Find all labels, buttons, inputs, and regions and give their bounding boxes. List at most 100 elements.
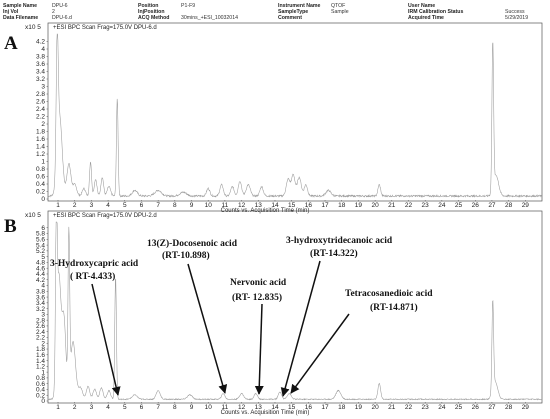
x-tick-label: 14 [271, 202, 279, 209]
annotation-name: 3-hydroxytridecanoic acid [286, 236, 393, 246]
x-tick-label: 18 [338, 202, 346, 209]
annotation-arrow [254, 303, 264, 395]
header-value-acq-method: 30mins_+ESI_10032014 [181, 15, 238, 21]
x-tick-label: 9 [190, 404, 194, 411]
y-tick-label: 6 [41, 225, 45, 232]
x-tick-label: 22 [405, 404, 413, 411]
y-tick-label: 0.8 [36, 166, 45, 173]
y-tick-label: 2.4 [36, 106, 45, 113]
y-axis-b: 00.20.40.60.811.21.41.61.822.22.42.62.83… [36, 225, 48, 405]
x-tick-label: 19 [355, 202, 363, 209]
annotation-arrow [91, 283, 121, 396]
x-tick-label: 20 [371, 404, 379, 411]
y-tick-label: 0.2 [36, 189, 45, 196]
annotation-rt: (RT-14.871) [370, 302, 418, 313]
annotation-3-hydroxytridecanoic-acid: 3-hydroxytridecanoic acid (RT-14.322) [280, 236, 393, 397]
x-tick-label: 28 [505, 404, 513, 411]
y-tick-label: 1.2 [36, 364, 45, 371]
y-tick-label: 3.2 [36, 306, 45, 313]
x-axis-label-b: Counts vs. Acquisition Time (min) [221, 410, 310, 416]
x-tick-label: 15 [288, 202, 296, 209]
x-tick-label: 29 [522, 404, 530, 411]
y-tick-label: 4.2 [36, 277, 45, 284]
x-tick-label: 5 [123, 202, 127, 209]
y-tick-label: 4.4 [36, 271, 45, 278]
x-tick-label: 17 [321, 404, 329, 411]
y-tick-label: 4 [41, 46, 45, 53]
y-tick-label: 2.6 [36, 99, 45, 106]
y-tick-label: 0.2 [36, 392, 45, 399]
x-tick-label: 13 [255, 202, 263, 209]
header-value-instrument-name: QTOF [331, 3, 345, 9]
x-tick-label: 11 [222, 404, 229, 411]
y-tick-label: 4.8 [36, 260, 45, 267]
x-tick-label: 21 [388, 404, 396, 411]
y-tick-label: 4.2 [36, 39, 45, 46]
annotation-arrow [280, 260, 321, 397]
y-axis-a: 00.20.40.60.811.21.41.61.822.22.42.62.83… [36, 39, 48, 203]
annotation-rt: ( RT-4.433) [70, 271, 115, 282]
x-tick-label: 10 [205, 202, 213, 209]
y-tick-label: 2.6 [36, 323, 45, 330]
x-tick-label: 26 [472, 404, 480, 411]
y-tick-label: 4 [41, 283, 45, 290]
plot-frame-a [47, 22, 543, 202]
x-tick-label: 16 [305, 404, 313, 411]
y-multiplier-b: x10 5 [25, 212, 41, 219]
header-label-sample-name: Sample Name [3, 3, 37, 9]
header-label-position: Position [138, 3, 158, 9]
x-tick-label: 28 [505, 202, 513, 209]
y-tick-label: 0.4 [36, 387, 45, 394]
x-tick-label: 23 [422, 404, 430, 411]
x-tick-label: 1 [56, 404, 60, 411]
header-value-sample-type: Sample [331, 9, 349, 15]
header-label-inj-position: InjPosition [138, 9, 165, 15]
x-axis-b: 1 2 3 4 5 6 7 8 9 10 11 12 13 14 15 16 17 18 19 20 21 22 23 24 2… [56, 402, 529, 411]
header-value-irm-calibration-status: Success [505, 9, 525, 15]
y-tick-label: 0.6 [36, 381, 45, 388]
x-tick-label: 20 [371, 202, 379, 209]
x-tick-label: 2 [73, 202, 77, 209]
annotation-rt: (RT- 12.835) [232, 292, 282, 303]
x-tick-label: 23 [422, 202, 430, 209]
y-tick-label: 1.4 [36, 358, 45, 365]
y-tick-label: 3.8 [36, 54, 45, 61]
plot-frame-b [47, 210, 543, 404]
y-multiplier-a: x10 5 [25, 24, 41, 31]
x-tick-label: 25 [455, 202, 463, 209]
y-tick-label: 2.2 [36, 335, 45, 342]
header-label-irm-calibration-status: IRM Calibration Status [408, 9, 463, 15]
y-tick-label: 5.8 [36, 231, 45, 238]
x-tick-label: 6 [140, 202, 144, 209]
header-label-user-name: User Name [408, 3, 435, 9]
y-tick-label: 1 [41, 159, 45, 166]
header-value-position: P1-F9 [181, 3, 195, 9]
y-tick-label: 3.2 [36, 76, 45, 83]
annotation-name: 3-Hydroxycapric acid [50, 259, 139, 269]
y-tick-label: 2.8 [36, 91, 45, 98]
x-tick-label: 26 [472, 202, 480, 209]
y-tick-label: 2 [41, 340, 45, 347]
x-tick-label: 12 [238, 404, 246, 411]
y-tick-label: 3.4 [36, 69, 45, 76]
x-tick-label: 12 [238, 202, 246, 209]
x-tick-label: 27 [488, 404, 496, 411]
annotation-name: Nervonic acid [230, 278, 287, 288]
y-tick-label: 0.6 [36, 174, 45, 181]
x-tick-label: 13 [255, 404, 263, 411]
x-tick-label: 27 [488, 202, 496, 209]
chromatogram-panel-b: B x10 5 +ESI BPC Scan Frag=175.0V DPU-2.… [4, 210, 543, 416]
header-label-sample-type: SampleType [278, 9, 308, 15]
header-value-data-filename: DPU-6.d [52, 15, 72, 21]
annotation-arrow [187, 263, 228, 394]
x-tick-label: 10 [205, 404, 213, 411]
x-tick-label: 7 [156, 404, 160, 411]
header-label-inj-vol: Inj Vol [3, 9, 19, 15]
x-tick-label: 24 [438, 404, 446, 411]
header-label-comment: Comment [278, 15, 302, 21]
x-tick-label: 3 [90, 202, 94, 209]
y-tick-label: 0.4 [36, 181, 45, 188]
x-tick-label: 17 [321, 202, 329, 209]
x-tick-label: 9 [190, 202, 194, 209]
